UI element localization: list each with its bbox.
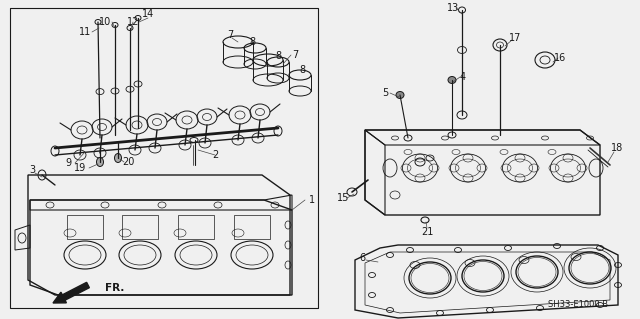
- Text: 20: 20: [122, 157, 134, 167]
- Text: 2: 2: [212, 150, 218, 160]
- Text: SH33-E1000 B: SH33-E1000 B: [548, 300, 608, 309]
- Text: 7: 7: [292, 50, 298, 60]
- Text: 8: 8: [299, 65, 305, 75]
- Text: 17: 17: [509, 33, 521, 43]
- Bar: [10, 8, 318, 308]
- Text: 7: 7: [227, 30, 233, 40]
- Text: 12: 12: [127, 17, 139, 27]
- Text: 8: 8: [275, 51, 281, 61]
- Text: FR.: FR.: [105, 283, 124, 293]
- Text: 15: 15: [337, 193, 349, 203]
- Ellipse shape: [448, 77, 456, 84]
- Ellipse shape: [396, 92, 404, 99]
- Text: 5: 5: [382, 88, 388, 98]
- Text: 6: 6: [359, 253, 365, 263]
- Text: 1: 1: [309, 195, 315, 205]
- Text: 14: 14: [142, 9, 154, 19]
- Bar: [10, 8, 318, 308]
- Text: 8: 8: [249, 37, 255, 47]
- FancyArrow shape: [53, 282, 90, 303]
- Text: 10: 10: [99, 17, 111, 27]
- Text: 4: 4: [460, 72, 466, 82]
- Text: 21: 21: [421, 227, 433, 237]
- Text: 9: 9: [65, 158, 71, 168]
- Ellipse shape: [97, 158, 104, 167]
- Bar: [178, 215, 214, 239]
- Text: 13: 13: [447, 3, 459, 13]
- Bar: [234, 215, 270, 239]
- Text: 11: 11: [79, 27, 91, 37]
- Text: 19: 19: [74, 163, 86, 173]
- Text: 3: 3: [29, 165, 35, 175]
- Bar: [122, 215, 158, 239]
- Bar: [67, 215, 103, 239]
- Text: 16: 16: [554, 53, 566, 63]
- Ellipse shape: [115, 153, 122, 162]
- Text: 18: 18: [611, 143, 623, 153]
